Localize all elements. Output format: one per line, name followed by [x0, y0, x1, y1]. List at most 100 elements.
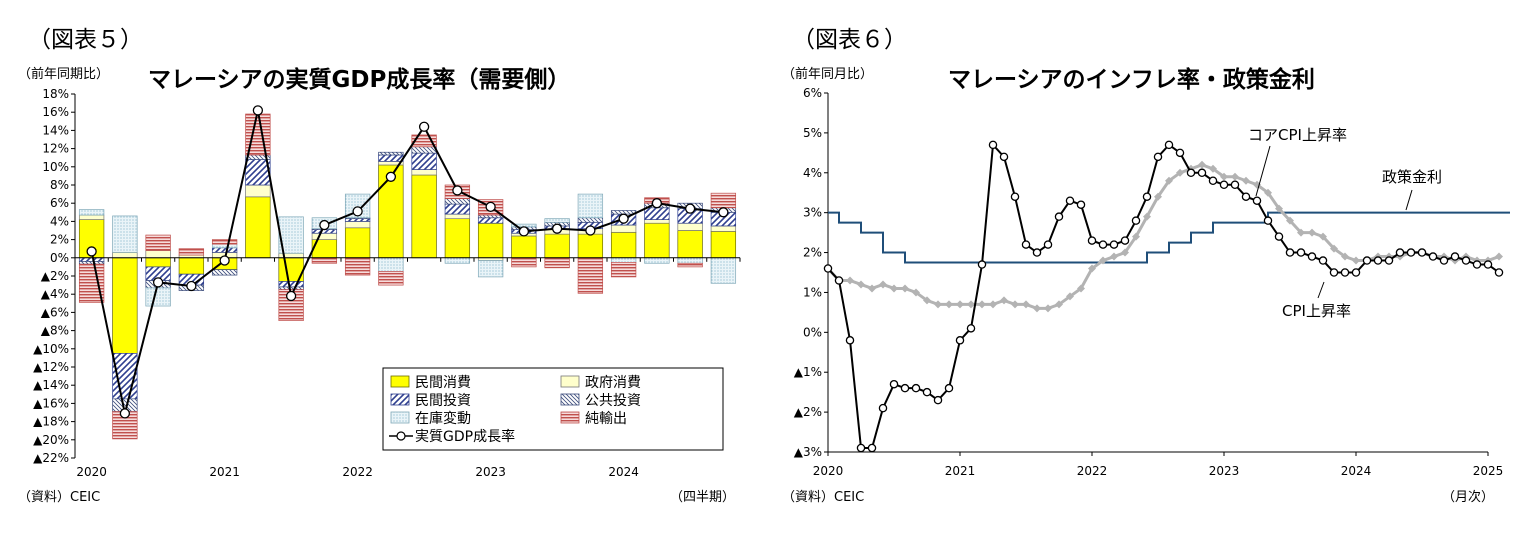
bar-gc [677, 222, 703, 231]
bar-inv [644, 257, 670, 264]
cpi-point [1142, 192, 1152, 201]
cpi-point [955, 336, 965, 345]
cpi-point [1164, 140, 1174, 150]
legend-swatch-pubi [560, 393, 580, 406]
cpi-point [823, 264, 833, 273]
legend-label-gc: 政府消費 [585, 375, 641, 391]
y-tick-label: 8% [50, 178, 69, 192]
bar-pi [411, 152, 437, 170]
core-cpi-point [1330, 244, 1338, 253]
bar-pc [444, 218, 471, 259]
bar-gc [245, 184, 271, 198]
annotation-leader-cpi [1317, 281, 1325, 299]
bar-gc [710, 225, 737, 232]
bar-pubi [378, 151, 404, 156]
y-tick-label: 1% [803, 285, 822, 299]
chart-title: マレーシアのインフレ率・政策金利 [948, 67, 1315, 93]
bar-nx [145, 234, 171, 251]
core-cpi-point [1341, 252, 1349, 261]
cpi-point [1175, 148, 1185, 158]
cpi-point [1010, 192, 1020, 201]
y-unit-label: （前年同月比） [782, 67, 874, 82]
core-cpi-point [1110, 252, 1118, 261]
x-tick-label: 2020 [76, 465, 107, 479]
core-cpi-point [1319, 232, 1327, 241]
bar-inv [677, 257, 703, 264]
bar-inv [477, 260, 504, 278]
cpi-point [1395, 248, 1405, 257]
core-cpi-point [1066, 292, 1074, 301]
core-cpi-point [901, 284, 909, 293]
cpi-point [1450, 252, 1460, 261]
y-tick-label: 3% [803, 206, 822, 220]
x-unit-label: （月次） [1442, 490, 1495, 505]
core-cpi-point [934, 300, 942, 309]
chart-title: マレーシアの実質GDP成長率（需要側） [148, 67, 571, 93]
cpi-point [1230, 180, 1240, 189]
bar-pi [211, 247, 238, 253]
core-cpi-point [1077, 284, 1085, 293]
core-cpi-point [1176, 168, 1184, 177]
y-tick-label: 12% [42, 142, 69, 156]
cpi-point [1252, 196, 1262, 205]
cpi-point [966, 324, 976, 333]
gdp-point [418, 121, 430, 132]
cpi-point [922, 387, 932, 397]
cpi-point [1318, 256, 1328, 265]
legend-swatch-gdp-marker [396, 431, 406, 441]
core-cpi-point [1154, 192, 1162, 201]
core-cpi-point [1033, 304, 1041, 313]
bar-pc [677, 230, 703, 259]
x-tick-label: 2024 [1341, 464, 1372, 478]
cpi-point [1494, 268, 1504, 277]
y-tick-label: ▲18% [33, 415, 69, 429]
bar-pc [112, 257, 138, 354]
core-cpi-point [989, 300, 997, 309]
core-cpi-point [1286, 216, 1294, 225]
gdp-point [385, 171, 397, 182]
cpi-point [889, 379, 899, 389]
y-tick-label: 5% [803, 126, 822, 140]
y-tick-label: 16% [42, 105, 69, 119]
annotation-leader-core [1255, 145, 1271, 197]
bar-gc [411, 169, 437, 176]
gdp-chart-svg: 18% 16% 14% 12% 10% 8% 6% 4% 2% 0% ▲2% ▲4% ▲6% ▲8% ▲10… [33, 87, 741, 479]
y-tick-label: 0% [50, 251, 69, 265]
core-cpi-point [1231, 172, 1239, 181]
y-tick-label: ▲2% [794, 405, 822, 419]
bar-nx [344, 257, 371, 276]
bar-nx [211, 239, 238, 245]
legend-swatch-pi [390, 393, 410, 406]
cpi-point [1439, 256, 1449, 265]
x-tick-label: 2020 [813, 464, 844, 478]
y-tick-label: ▲2% [41, 269, 69, 283]
cpi-point [1197, 168, 1207, 178]
core-cpi-point [857, 280, 865, 289]
cpi-point [1131, 216, 1141, 225]
core-cpi-point [1099, 256, 1107, 265]
bar-nx [710, 192, 737, 209]
legend-box [382, 367, 724, 451]
bar-nx [544, 257, 570, 269]
bar-inv [112, 215, 138, 253]
x-tick-label: 2022 [342, 465, 373, 479]
bar-inv [378, 257, 404, 272]
core-cpi-point [1022, 300, 1030, 309]
figure-label: （図表５） [28, 27, 143, 53]
core-cpi-point [1143, 212, 1151, 221]
gdp-point [551, 223, 563, 234]
bar-inv [344, 193, 371, 219]
gdp-line [90, 110, 724, 414]
core-cpi-point [1220, 172, 1228, 181]
gdp-point [186, 280, 197, 292]
x-tick-label: 2023 [1209, 464, 1240, 478]
y-tick-label: ▲10% [33, 342, 69, 356]
cpi-point [1362, 256, 1372, 265]
gdp-point [219, 255, 230, 266]
x-tick-label: 2021 [945, 464, 976, 478]
bar-gc [610, 224, 637, 233]
y-tick-label: 0% [803, 325, 822, 339]
source-label: （資料）CEIC [18, 490, 101, 505]
gdp-point [319, 219, 330, 231]
cpi-point [911, 383, 921, 393]
